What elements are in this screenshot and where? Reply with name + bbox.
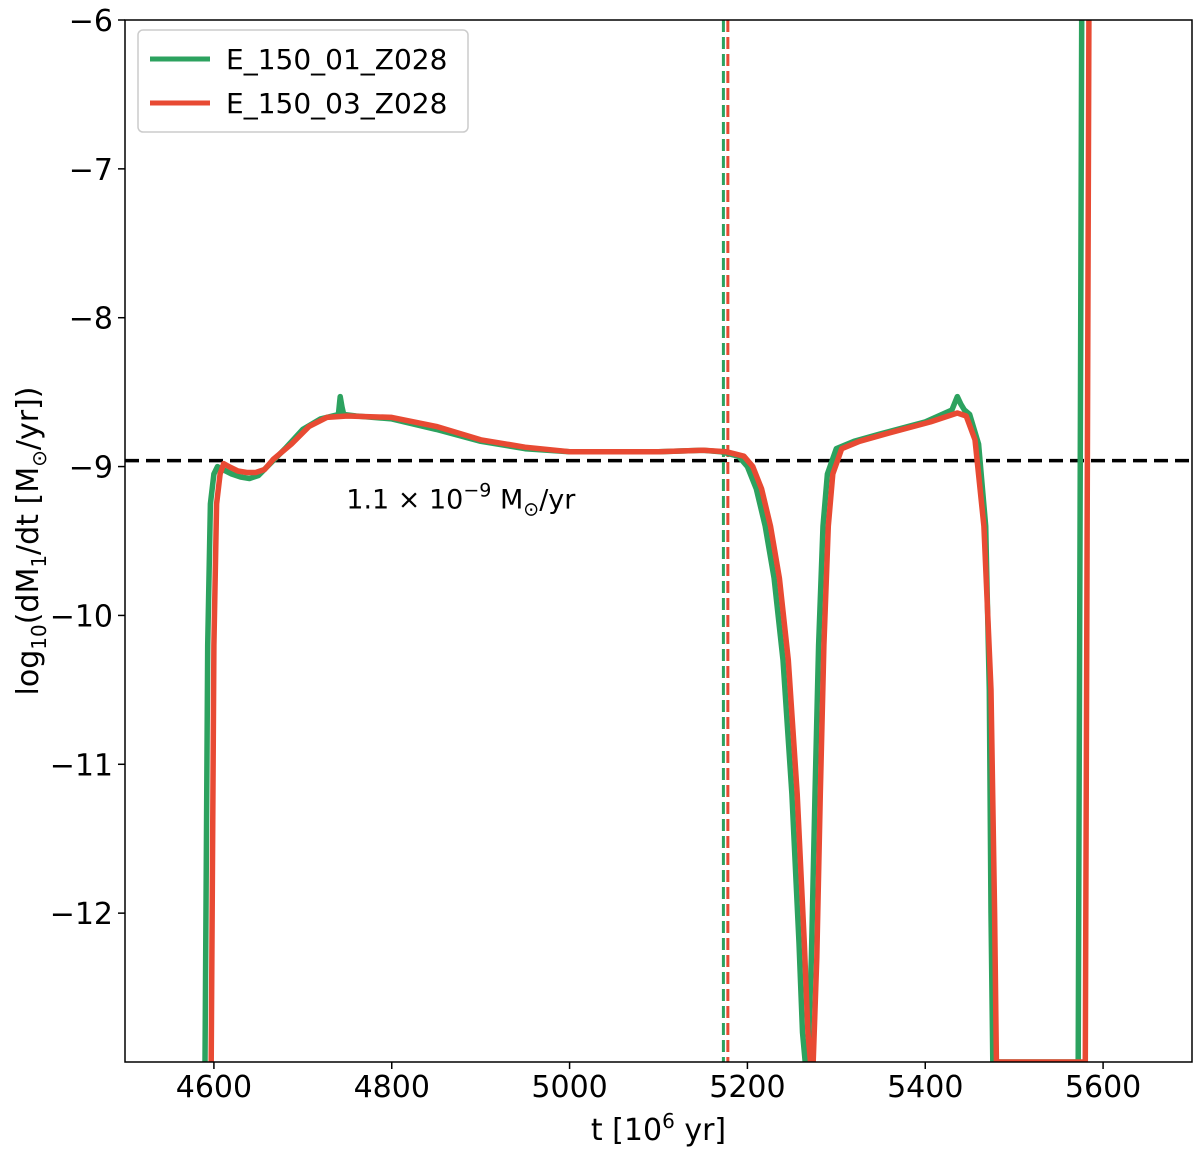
y-tick-label-3: −9 [69, 451, 113, 486]
y-tick-label-1: −11 [50, 748, 113, 783]
x-tick-label-5600: 5600 [1065, 1070, 1141, 1105]
x-tick-label-5200: 5200 [709, 1070, 785, 1105]
y-tick-label-0: −12 [50, 897, 113, 932]
series-line-0 [202, 20, 1085, 1062]
y-tick-label-2: −10 [50, 599, 113, 634]
y-axis: −12 −11 −10 −9 −8 −7 −6 [50, 4, 125, 932]
plot-frame [124, 19, 1193, 1063]
series-lines [202, 20, 1092, 1062]
x-tick-label-5400: 5400 [887, 1070, 963, 1105]
x-axis: 4600 4800 5000 5200 5400 5600 [176, 1062, 1141, 1105]
legend: E_150_01_Z028 E_150_03_Z028 [137, 29, 469, 133]
legend-box [137, 29, 469, 133]
legend-label-e150-01: E_150_01_Z028 [226, 43, 447, 76]
y-tick-label-5: −7 [69, 153, 113, 188]
threshold-annotation: 1.1 × 10−9 M⊙/yr [346, 479, 576, 520]
y-tick-label-6: −6 [69, 4, 113, 39]
x-axis-label: t [106 yr] [591, 1109, 726, 1148]
series-line-1 [208, 20, 1092, 1062]
x-tick-label-4800: 4800 [354, 1070, 430, 1105]
x-tick-label-5000: 5000 [531, 1070, 607, 1105]
x-tick-label-4600: 4600 [176, 1070, 252, 1105]
y-axis-label: log10(dM1/dt [M⊙/yr]) [11, 387, 51, 696]
reference-lines [125, 20, 1192, 1062]
legend-label-e150-03: E_150_03_Z028 [226, 87, 447, 120]
y-tick-label-4: −8 [69, 302, 113, 337]
